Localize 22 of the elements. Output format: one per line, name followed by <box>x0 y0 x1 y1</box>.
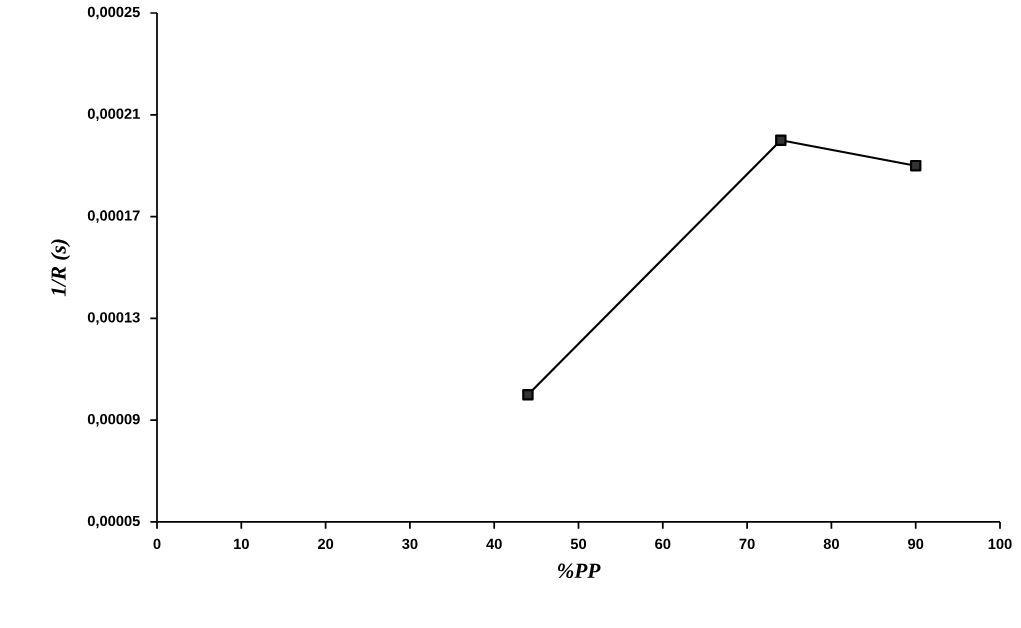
x-tick-label: 80 <box>823 538 839 550</box>
x-tick-label: 20 <box>317 538 334 550</box>
y-tick-label: 0,00017 <box>87 210 140 223</box>
point <box>522 389 534 401</box>
x-tick-label: 60 <box>655 538 671 550</box>
point <box>909 159 922 172</box>
x-tick-label: 50 <box>570 538 587 550</box>
y-tick-label: 0,00009 <box>87 413 140 427</box>
x-tick-label: 0 <box>153 538 161 550</box>
x-tick-label: 70 <box>739 538 755 550</box>
y-tick-label: 0,00021 <box>87 108 140 122</box>
x-tick-label: 40 <box>486 538 502 550</box>
x-tick-label: 100 <box>988 538 1012 550</box>
y-tick-label: 0,00005 <box>87 515 140 529</box>
y-axis-title: 1/R (s) <box>50 239 71 297</box>
x-axis-title: %PP <box>557 563 601 579</box>
point <box>775 134 787 146</box>
x-tick-label: 90 <box>908 538 924 550</box>
y-tick-label: 0,00025 <box>87 6 140 20</box>
x-tick-label: 10 <box>234 538 249 550</box>
x-tick-label: 30 <box>402 538 418 550</box>
y-tick-label: 0,00013 <box>87 312 140 325</box>
